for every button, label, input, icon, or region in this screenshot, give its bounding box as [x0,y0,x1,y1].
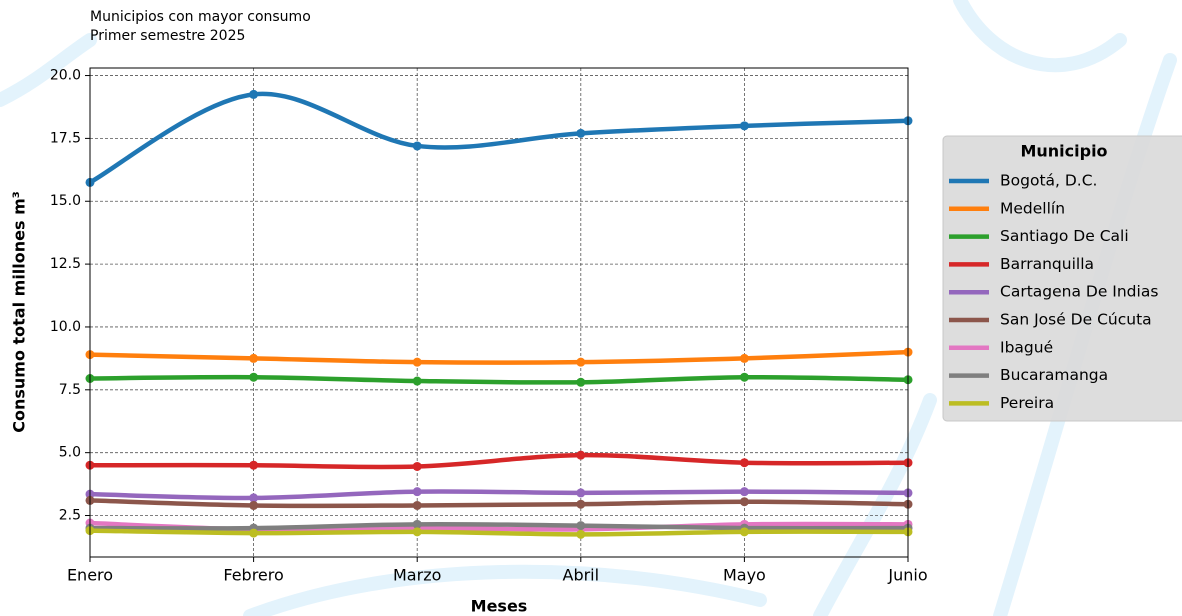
data-point [412,376,422,386]
series-line [87,521,911,531]
legend-label: Bucaramanga [1000,366,1108,384]
x-tick-label: Mayo [723,566,766,585]
x-tick-label: Abril [563,566,600,585]
data-point [576,450,586,460]
data-point [739,487,749,497]
legend-box [942,135,1182,422]
axes-frame [89,67,909,558]
y-axis-label: Consumo total millones m³ [10,191,29,433]
legend-label: Ibagué [1000,338,1053,356]
data-point [739,527,749,537]
series-line [87,349,911,365]
data-point [576,128,586,138]
data-point [576,357,586,367]
y-tick-label: 17.5 [50,130,81,146]
legend-title: Municipio [1020,142,1107,161]
data-point [412,487,422,497]
data-point [412,461,422,471]
y-tick-label: 15.0 [50,193,81,209]
data-point [576,521,586,531]
plot-area: 2.5 5.0 7.5 10.0 12.5 15.0 17.5 20.0 Enero Febrer… [50,67,928,585]
legend-label: Bogotá, D.C. [1000,172,1097,190]
chart-subtitle: Primer semestre 2025 [90,28,245,44]
data-point [739,372,749,382]
data-point [412,519,422,529]
decoration [243,564,767,616]
data-point [249,353,259,363]
data-point [249,89,259,99]
y-tick-label: 12.5 [50,256,81,272]
decoration [813,393,937,616]
data-point [412,357,422,367]
x-axis-label: Meses [471,597,528,616]
x-tick-label: Junio [887,566,927,585]
series-line [87,498,911,509]
legend-label: Pereira [1000,394,1054,412]
decoration [0,33,97,107]
data-point [412,500,422,510]
series-line [87,452,911,470]
legend-label: Medellín [1000,199,1065,217]
data-point [576,377,586,387]
data-point [249,372,259,382]
data-point [249,493,259,503]
data-point [576,488,586,498]
data-point [249,500,259,510]
y-tick-label: 10.0 [50,319,81,335]
data-point [412,527,422,537]
x-tick-label: Febrero [223,566,283,585]
data-point [576,499,586,509]
chart-title: Municipios con mayor consumo [90,9,311,25]
y-tick-label: 5.0 [59,445,81,461]
data-point [739,458,749,468]
legend-label: Cartagena De Indias [1000,283,1158,301]
series-line [87,91,911,185]
legend: Municipio Bogotá, D.C. Medellín Santiago D… [942,135,1182,422]
series-line [87,489,911,501]
legend-label: Barranquilla [1000,255,1094,273]
y-tick-label: 7.5 [59,382,81,398]
data-point [739,121,749,131]
data-point [739,353,749,363]
x-tick-label: Marzo [393,566,441,585]
y-tick-label: 20.0 [50,68,81,84]
y-tick-label: 2.5 [59,508,81,524]
legend-label: San José De Cúcuta [1000,311,1152,329]
x-tick-label: Enero [67,566,113,585]
legend-label: Santiago De Cali [1000,227,1129,245]
data-point [249,528,259,538]
series-line [87,528,911,537]
data-point [739,497,749,507]
series-line [87,374,911,385]
data-point [249,460,259,470]
data-point [576,529,586,539]
data-point [412,141,422,151]
decoration [953,0,1127,73]
